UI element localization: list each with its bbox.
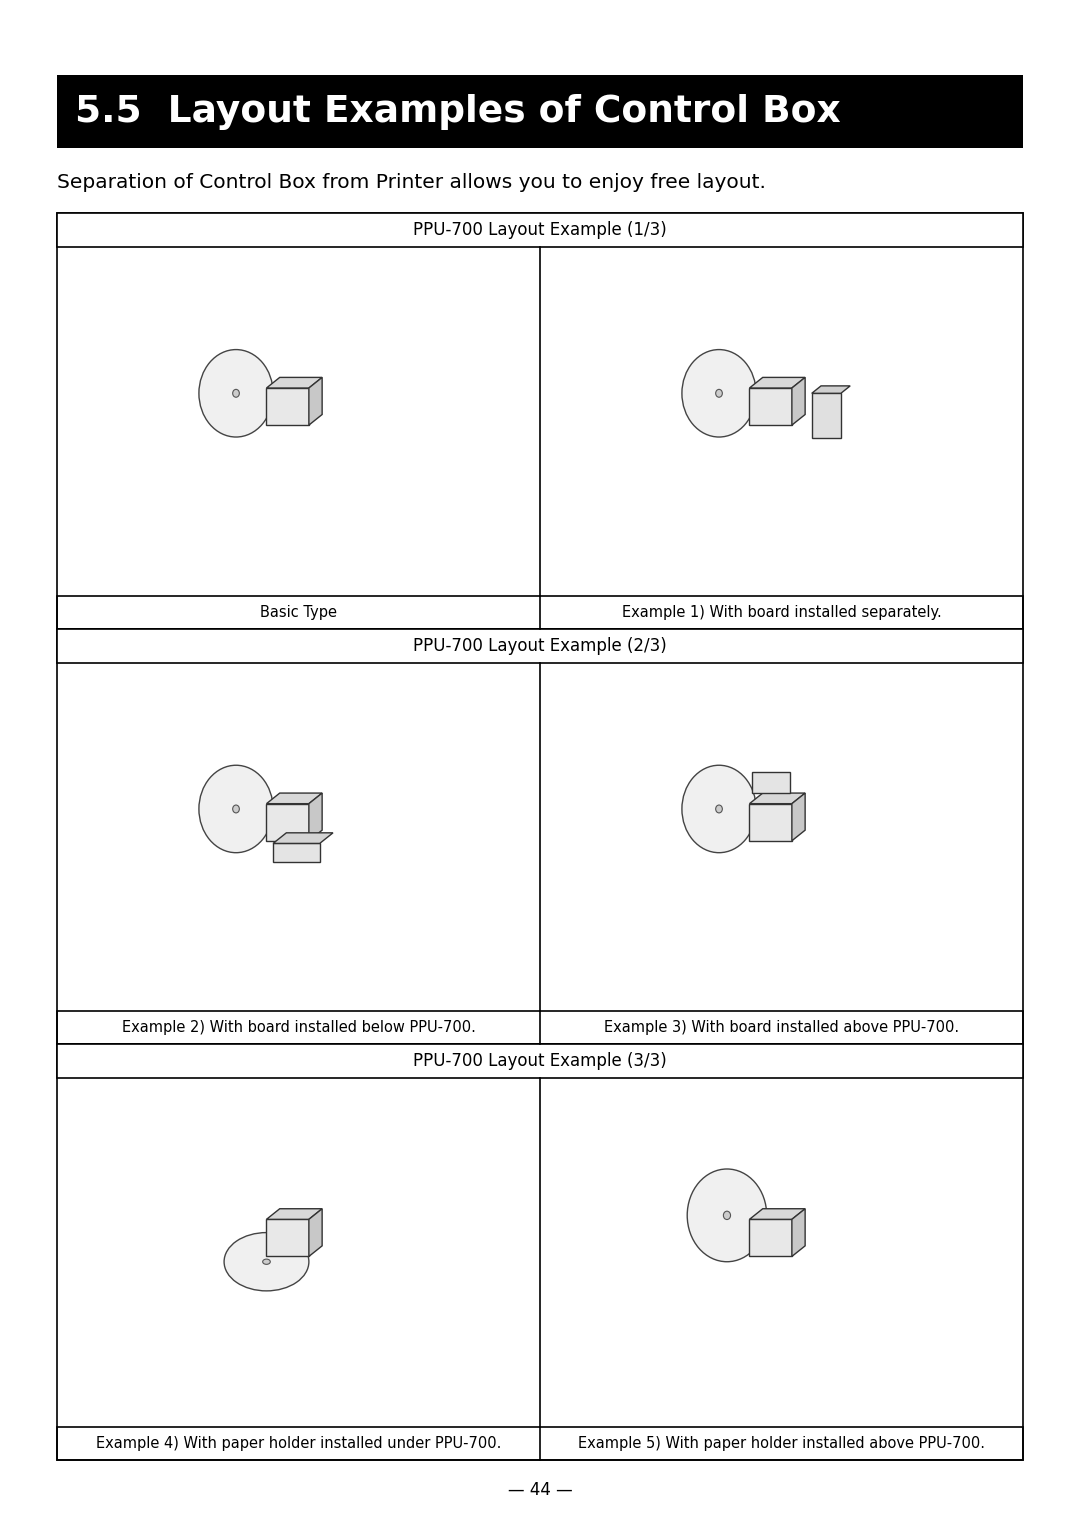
Polygon shape: [812, 385, 850, 393]
Ellipse shape: [199, 350, 273, 437]
Bar: [750, 1219, 792, 1257]
Polygon shape: [267, 378, 322, 388]
Text: Example 5) With paper holder installed above PPU-700.: Example 5) With paper holder installed a…: [578, 1436, 985, 1451]
Bar: [57, 1427, 1023, 1460]
Polygon shape: [750, 794, 805, 804]
Ellipse shape: [232, 390, 240, 398]
Bar: [267, 388, 309, 425]
Text: Example 2) With board installed below PPU-700.: Example 2) With board installed below PP…: [122, 1020, 475, 1035]
Polygon shape: [309, 1209, 322, 1257]
Text: — 44 —: — 44 —: [508, 1482, 572, 1498]
Ellipse shape: [681, 764, 756, 853]
Polygon shape: [792, 378, 805, 425]
Ellipse shape: [681, 350, 756, 437]
Ellipse shape: [199, 764, 273, 853]
Polygon shape: [750, 378, 805, 388]
Polygon shape: [792, 794, 805, 841]
Text: PPU-700 Layout Example (1/3): PPU-700 Layout Example (1/3): [414, 222, 666, 239]
Ellipse shape: [716, 390, 723, 398]
Polygon shape: [792, 1209, 805, 1257]
Text: Example 4) With paper holder installed under PPU-700.: Example 4) With paper holder installed u…: [96, 1436, 501, 1451]
Polygon shape: [267, 1209, 322, 1219]
Bar: [57, 1044, 1023, 1078]
Bar: [57, 628, 1023, 1044]
Text: Example 3) With board installed above PPU-700.: Example 3) With board installed above PP…: [604, 1020, 959, 1035]
Polygon shape: [267, 794, 322, 804]
Bar: [267, 804, 309, 841]
Text: PPU-700 Layout Example (2/3): PPU-700 Layout Example (2/3): [414, 636, 666, 654]
Bar: [57, 628, 1023, 662]
Bar: [812, 393, 841, 437]
Bar: [57, 75, 1023, 148]
Bar: [57, 1044, 1023, 1460]
Ellipse shape: [724, 1211, 730, 1220]
Text: 5.5  Layout Examples of Control Box: 5.5 Layout Examples of Control Box: [75, 93, 840, 130]
Bar: [57, 213, 1023, 248]
Bar: [750, 388, 792, 425]
Polygon shape: [750, 1209, 805, 1219]
Ellipse shape: [224, 1232, 309, 1290]
Polygon shape: [273, 833, 333, 844]
Bar: [273, 844, 320, 862]
Bar: [57, 1011, 1023, 1044]
Text: PPU-700 Layout Example (3/3): PPU-700 Layout Example (3/3): [414, 1052, 666, 1070]
Bar: [750, 804, 792, 841]
Text: Basic Type: Basic Type: [260, 604, 337, 619]
Ellipse shape: [262, 1258, 270, 1264]
Bar: [267, 1219, 309, 1257]
Polygon shape: [309, 378, 322, 425]
Ellipse shape: [687, 1170, 767, 1261]
Bar: [752, 772, 791, 794]
Bar: [57, 596, 1023, 628]
Bar: [57, 213, 1023, 628]
Ellipse shape: [232, 806, 240, 813]
Text: Example 1) With board installed separately.: Example 1) With board installed separate…: [622, 604, 942, 619]
Text: Separation of Control Box from Printer allows you to enjoy free layout.: Separation of Control Box from Printer a…: [57, 173, 766, 193]
Polygon shape: [309, 794, 322, 841]
Ellipse shape: [716, 806, 723, 813]
